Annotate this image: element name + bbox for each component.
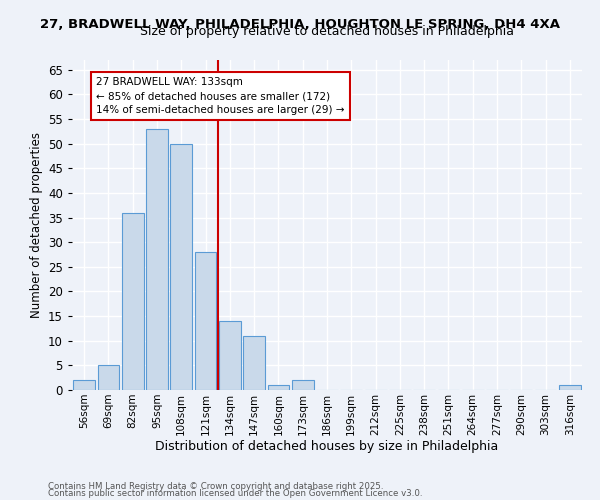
X-axis label: Distribution of detached houses by size in Philadelphia: Distribution of detached houses by size … [155,440,499,454]
Text: Contains HM Land Registry data © Crown copyright and database right 2025.: Contains HM Land Registry data © Crown c… [48,482,383,491]
Text: 27, BRADWELL WAY, PHILADELPHIA, HOUGHTON LE SPRING, DH4 4XA: 27, BRADWELL WAY, PHILADELPHIA, HOUGHTON… [40,18,560,30]
Bar [219,321,241,390]
Y-axis label: Number of detached properties: Number of detached properties [29,132,43,318]
Title: Size of property relative to detached houses in Philadelphia: Size of property relative to detached ho… [140,25,514,38]
Bar [122,212,143,390]
Text: Contains public sector information licensed under the Open Government Licence v3: Contains public sector information licen… [48,489,422,498]
Bar [170,144,192,390]
Bar [146,129,168,390]
Text: 27 BRADWELL WAY: 133sqm
← 85% of detached houses are smaller (172)
14% of semi-d: 27 BRADWELL WAY: 133sqm ← 85% of detache… [96,77,344,115]
Bar [97,366,119,390]
Bar [194,252,217,390]
Bar [73,380,95,390]
Bar [268,385,289,390]
Bar [292,380,314,390]
Bar [559,385,581,390]
Bar [243,336,265,390]
